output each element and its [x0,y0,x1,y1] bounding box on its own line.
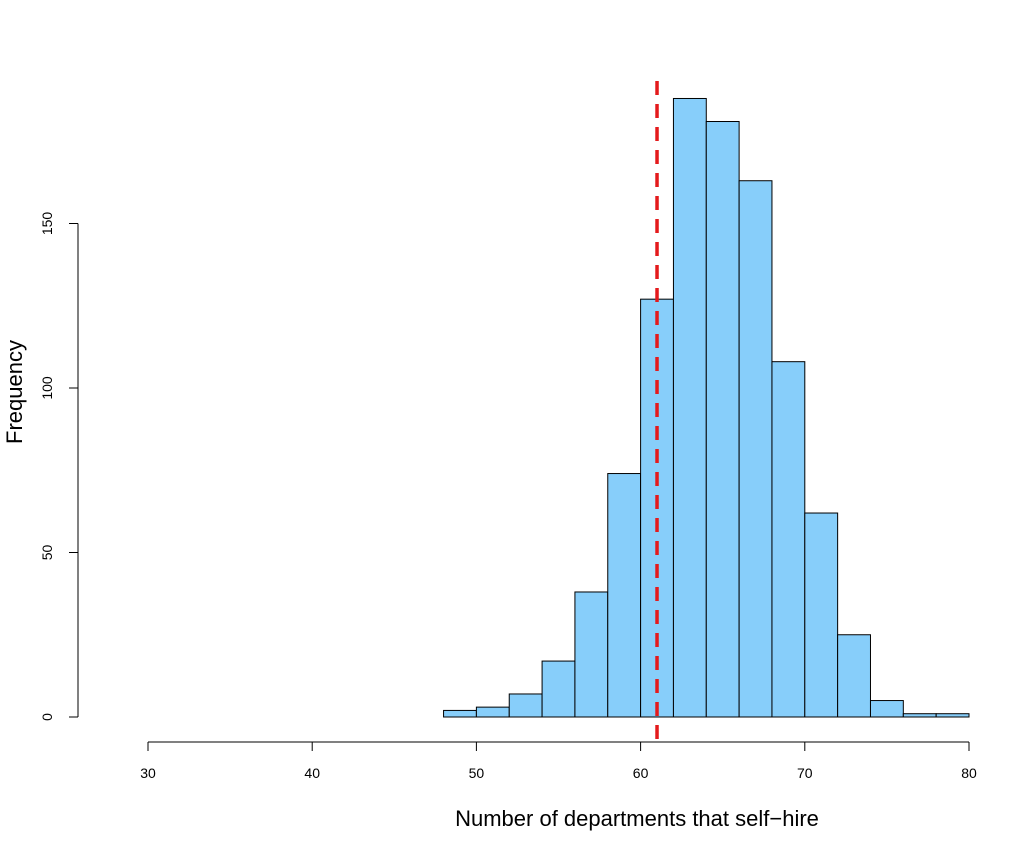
histogram-bar-52-54 [508,693,543,718]
x-axis: 30 40 50 60 70 80 [140,741,977,781]
x-tick-label-30: 30 [140,765,156,781]
x-tick-label-60: 60 [633,765,649,781]
y-tick-label-150: 150 [39,212,55,236]
x-tick-label-40: 40 [304,765,320,781]
histogram-bar-78-80 [935,713,970,718]
histogram-bar-70-72 [804,512,839,718]
histogram-bar-58-60 [607,473,642,718]
histogram-bar-76-78 [902,713,937,718]
y-axis-title: Frequency [2,340,27,444]
y-tick-label-50: 50 [39,545,55,561]
y-tick-label-0: 0 [39,713,55,721]
histogram-bar-50-52 [475,706,510,718]
x-tick-label-80: 80 [961,765,977,781]
histogram-bar-72-74 [837,634,871,718]
y-tick-label-100: 100 [39,376,55,400]
histogram-bar-66-68 [738,180,773,718]
histogram-bar-62-64 [672,97,707,718]
x-axis-title: Number of departments that self−hire [455,806,819,831]
x-tick-label-70: 70 [797,765,813,781]
histogram-bar-56-58 [574,591,609,718]
histogram-bar-64-66 [705,121,740,718]
histogram-bar-68-70 [771,361,806,718]
x-tick-label-50: 50 [469,765,485,781]
histogram-bar-54-56 [541,660,576,718]
histogram-bar-74-76 [869,700,904,718]
histogram-bar-48-50 [443,709,477,718]
y-axis: 0 50 100 150 [39,212,79,721]
bars-group [443,97,970,718]
